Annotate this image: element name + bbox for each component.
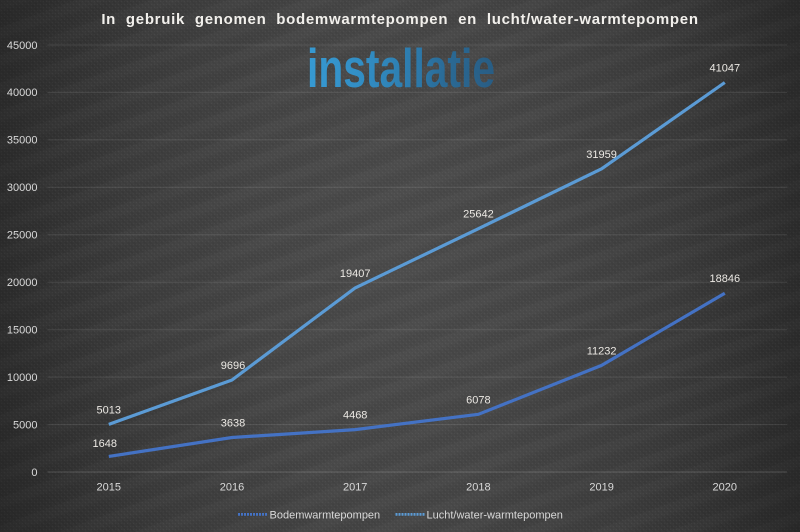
svg-text:5000: 5000	[13, 419, 37, 431]
svg-text:35000: 35000	[7, 135, 38, 147]
svg-text:5013: 5013	[97, 404, 121, 416]
svg-text:25000: 25000	[7, 230, 38, 242]
svg-text:15000: 15000	[7, 325, 38, 337]
svg-text:Bodemwarmtepompen: Bodemwarmtepompen	[270, 509, 381, 521]
svg-text:0: 0	[31, 467, 37, 479]
svg-text:45000: 45000	[7, 40, 38, 52]
svg-text:2018: 2018	[466, 482, 490, 494]
svg-text:4468: 4468	[343, 410, 367, 422]
svg-text:6078: 6078	[466, 394, 490, 406]
svg-text:3638: 3638	[221, 418, 245, 430]
svg-text:40000: 40000	[7, 87, 38, 99]
svg-text:9696: 9696	[221, 360, 245, 372]
svg-text:41047: 41047	[710, 63, 741, 75]
svg-text:30000: 30000	[7, 182, 38, 194]
svg-text:20000: 20000	[7, 277, 38, 289]
svg-text:2019: 2019	[589, 482, 613, 494]
svg-text:2016: 2016	[220, 482, 244, 494]
svg-text:10000: 10000	[7, 372, 38, 384]
svg-text:1648: 1648	[93, 438, 117, 450]
svg-text:31959: 31959	[586, 149, 617, 161]
svg-text:2020: 2020	[713, 482, 737, 494]
svg-text:2015: 2015	[97, 482, 121, 494]
svg-text:19407: 19407	[340, 268, 371, 280]
svg-text:installatie: installatie	[307, 37, 495, 99]
svg-text:18846: 18846	[710, 273, 741, 285]
svg-text:25642: 25642	[463, 209, 494, 221]
svg-text:11232: 11232	[587, 345, 617, 357]
svg-text:Lucht/water-warmtepompen: Lucht/water-warmtepompen	[427, 509, 563, 521]
svg-text:2017: 2017	[343, 482, 367, 494]
